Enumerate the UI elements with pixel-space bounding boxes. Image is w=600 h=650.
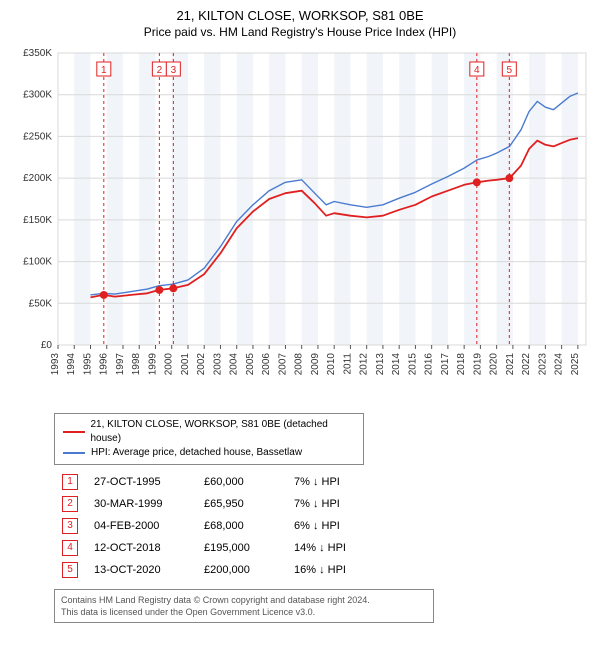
- tx-date: 13-OCT-2020: [86, 559, 196, 581]
- marker-num-box: 3: [62, 518, 78, 534]
- tx-date: 30-MAR-1999: [86, 493, 196, 515]
- table-row: 4 12-OCT-2018£195,00014% ↓ HPI: [54, 537, 354, 559]
- svg-text:£350K: £350K: [23, 48, 52, 59]
- svg-text:2020: 2020: [489, 353, 500, 376]
- svg-text:2023: 2023: [537, 353, 548, 376]
- svg-text:2009: 2009: [310, 353, 321, 376]
- tx-hpi-delta: 7% ↓ HPI: [286, 493, 354, 515]
- svg-text:1998: 1998: [131, 353, 142, 376]
- svg-text:1993: 1993: [50, 353, 61, 376]
- svg-text:£200K: £200K: [23, 173, 52, 184]
- table-row: 1 27-OCT-1995£60,0007% ↓ HPI: [54, 471, 354, 493]
- table-row: 2 30-MAR-1999£65,9507% ↓ HPI: [54, 493, 354, 515]
- legend-swatch: [63, 452, 85, 454]
- tx-price: £200,000: [196, 559, 286, 581]
- tx-price: £60,000: [196, 471, 286, 493]
- svg-text:2008: 2008: [294, 353, 305, 376]
- tx-hpi-delta: 14% ↓ HPI: [286, 537, 354, 559]
- svg-text:2021: 2021: [505, 353, 516, 376]
- svg-text:£100K: £100K: [23, 257, 52, 268]
- arrow-down-icon: ↓: [313, 520, 319, 532]
- svg-text:2011: 2011: [342, 353, 353, 375]
- legend-label: HPI: Average price, detached house, Bass…: [91, 446, 302, 460]
- svg-text:2000: 2000: [164, 353, 175, 376]
- tx-date: 12-OCT-2018: [86, 537, 196, 559]
- marker-num-box: 5: [62, 562, 78, 578]
- arrow-down-icon: ↓: [319, 542, 325, 554]
- svg-text:2001: 2001: [180, 353, 191, 376]
- marker-num-box: 2: [62, 496, 78, 512]
- credit-line: Contains HM Land Registry data © Crown c…: [61, 594, 427, 606]
- svg-text:2013: 2013: [375, 353, 386, 376]
- table-row: 5 13-OCT-2020£200,00016% ↓ HPI: [54, 559, 354, 581]
- svg-text:2015: 2015: [407, 353, 418, 376]
- chart-title: 21, KILTON CLOSE, WORKSOP, S81 0BE: [10, 8, 590, 23]
- svg-text:2019: 2019: [472, 353, 483, 376]
- svg-text:5: 5: [507, 65, 513, 76]
- credit-line: This data is licensed under the Open Gov…: [61, 606, 427, 618]
- arrow-down-icon: ↓: [319, 564, 325, 576]
- svg-text:£0: £0: [41, 340, 53, 351]
- svg-text:2003: 2003: [212, 353, 223, 376]
- arrow-down-icon: ↓: [313, 498, 319, 510]
- svg-text:£250K: £250K: [23, 131, 52, 142]
- svg-text:2: 2: [157, 65, 163, 76]
- legend: 21, KILTON CLOSE, WORKSOP, S81 0BE (deta…: [54, 413, 364, 465]
- legend-item: 21, KILTON CLOSE, WORKSOP, S81 0BE (deta…: [63, 418, 355, 446]
- svg-text:2016: 2016: [424, 353, 435, 376]
- chart-subtitle: Price paid vs. HM Land Registry's House …: [10, 25, 590, 39]
- svg-text:4: 4: [474, 65, 480, 76]
- svg-text:2012: 2012: [359, 353, 370, 376]
- svg-text:2024: 2024: [554, 353, 565, 376]
- tx-date: 04-FEB-2000: [86, 515, 196, 537]
- tx-hpi-delta: 16% ↓ HPI: [286, 559, 354, 581]
- table-row: 3 04-FEB-2000£68,0006% ↓ HPI: [54, 515, 354, 537]
- svg-text:2017: 2017: [440, 353, 451, 376]
- legend-swatch: [63, 431, 85, 433]
- svg-text:1997: 1997: [115, 353, 126, 376]
- marker-num-box: 4: [62, 540, 78, 556]
- arrow-down-icon: ↓: [313, 476, 319, 488]
- svg-text:2025: 2025: [570, 353, 581, 376]
- svg-text:2004: 2004: [229, 353, 240, 376]
- svg-text:2006: 2006: [261, 353, 272, 376]
- svg-text:2002: 2002: [196, 353, 207, 376]
- marker-num-box: 1: [62, 474, 78, 490]
- svg-text:1994: 1994: [66, 353, 77, 376]
- svg-text:2007: 2007: [277, 353, 288, 376]
- svg-text:2010: 2010: [326, 353, 337, 376]
- tx-hpi-delta: 7% ↓ HPI: [286, 471, 354, 493]
- svg-text:2005: 2005: [245, 353, 256, 376]
- svg-text:1995: 1995: [82, 353, 93, 376]
- tx-price: £65,950: [196, 493, 286, 515]
- svg-text:£50K: £50K: [29, 298, 53, 309]
- svg-text:£300K: £300K: [23, 90, 52, 101]
- svg-text:1999: 1999: [147, 353, 158, 376]
- tx-hpi-delta: 6% ↓ HPI: [286, 515, 354, 537]
- svg-text:2014: 2014: [391, 353, 402, 376]
- chart-svg: £0 £50K £100K £150K £200K £250K £300K £350K 1993…: [10, 47, 590, 407]
- svg-text:1: 1: [101, 65, 107, 76]
- chart-area: £0 £50K £100K £150K £200K £250K £300K £350K 1993…: [10, 47, 590, 407]
- legend-label: 21, KILTON CLOSE, WORKSOP, S81 0BE (deta…: [91, 418, 356, 446]
- svg-text:£150K: £150K: [23, 215, 52, 226]
- credit-box: Contains HM Land Registry data © Crown c…: [54, 589, 434, 623]
- svg-text:1996: 1996: [99, 353, 110, 376]
- tx-date: 27-OCT-1995: [86, 471, 196, 493]
- tx-price: £195,000: [196, 537, 286, 559]
- svg-text:3: 3: [171, 65, 177, 76]
- svg-text:2022: 2022: [521, 353, 532, 376]
- transactions-table: 127-OCT-1995£60,0007% ↓ HPI230-MAR-1999£…: [54, 471, 590, 581]
- tx-price: £68,000: [196, 515, 286, 537]
- svg-text:2018: 2018: [456, 353, 467, 376]
- legend-item: HPI: Average price, detached house, Bass…: [63, 446, 355, 460]
